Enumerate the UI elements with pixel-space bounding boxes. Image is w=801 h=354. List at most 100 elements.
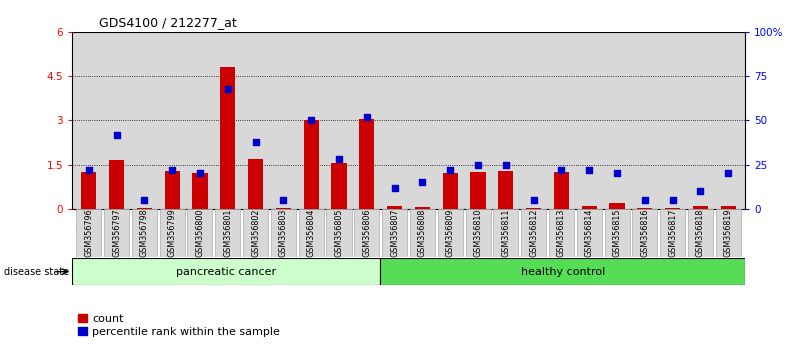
- Bar: [437, 209, 463, 257]
- Point: [249, 139, 262, 144]
- Point: [277, 197, 290, 203]
- Point: [416, 179, 429, 185]
- Bar: [387, 206, 402, 209]
- Point: [499, 162, 512, 167]
- Text: GSM356812: GSM356812: [529, 209, 538, 257]
- Bar: [327, 209, 352, 257]
- Bar: [549, 209, 574, 257]
- Bar: [665, 208, 680, 209]
- Bar: [72, 258, 380, 285]
- Bar: [660, 209, 685, 257]
- Bar: [380, 258, 745, 285]
- Bar: [243, 209, 268, 257]
- Bar: [187, 209, 212, 257]
- Bar: [721, 206, 736, 209]
- Text: GSM356811: GSM356811: [501, 209, 510, 257]
- Point: [666, 197, 679, 203]
- Bar: [688, 209, 713, 257]
- Text: GSM356800: GSM356800: [195, 209, 204, 257]
- Point: [555, 167, 568, 173]
- Bar: [159, 209, 185, 257]
- Bar: [693, 206, 708, 209]
- Point: [166, 167, 179, 173]
- Text: GSM356818: GSM356818: [696, 209, 705, 257]
- Text: GSM356801: GSM356801: [223, 209, 232, 257]
- Point: [83, 167, 95, 173]
- Bar: [415, 207, 430, 209]
- Text: disease state: disease state: [4, 267, 69, 277]
- Text: GSM356810: GSM356810: [473, 209, 482, 257]
- Point: [610, 171, 623, 176]
- Bar: [332, 163, 347, 209]
- Bar: [637, 208, 653, 209]
- Text: pancreatic cancer: pancreatic cancer: [176, 267, 276, 277]
- Point: [305, 118, 318, 123]
- Bar: [632, 209, 658, 257]
- Text: healthy control: healthy control: [521, 267, 605, 277]
- Bar: [359, 119, 374, 209]
- Text: GSM356808: GSM356808: [418, 209, 427, 257]
- Text: GSM356797: GSM356797: [112, 209, 121, 257]
- Text: GSM356819: GSM356819: [724, 209, 733, 257]
- Point: [722, 171, 735, 176]
- Point: [194, 171, 207, 176]
- Bar: [220, 67, 235, 209]
- Bar: [443, 173, 458, 209]
- Text: GSM356809: GSM356809: [445, 209, 455, 257]
- Point: [444, 167, 457, 173]
- Text: GSM356799: GSM356799: [167, 209, 177, 257]
- Text: GSM356813: GSM356813: [557, 209, 566, 257]
- Point: [694, 188, 706, 194]
- Point: [138, 197, 151, 203]
- Bar: [470, 172, 485, 209]
- Text: GDS4100 / 212277_at: GDS4100 / 212277_at: [99, 16, 237, 29]
- Text: GSM356816: GSM356816: [640, 209, 650, 257]
- Bar: [521, 209, 546, 257]
- Bar: [526, 208, 541, 209]
- Bar: [164, 171, 180, 209]
- Text: GSM356817: GSM356817: [668, 209, 677, 257]
- Bar: [192, 173, 207, 209]
- Text: GSM356814: GSM356814: [585, 209, 594, 257]
- Bar: [493, 209, 518, 257]
- Bar: [382, 209, 407, 257]
- Text: GSM356804: GSM356804: [307, 209, 316, 257]
- Text: GSM356815: GSM356815: [613, 209, 622, 257]
- Bar: [465, 209, 490, 257]
- Text: GSM356806: GSM356806: [362, 209, 372, 257]
- Text: GSM356798: GSM356798: [140, 209, 149, 257]
- Bar: [716, 209, 741, 257]
- Bar: [582, 206, 597, 209]
- Bar: [354, 209, 380, 257]
- Text: GSM356796: GSM356796: [84, 209, 93, 257]
- Bar: [76, 209, 101, 257]
- Bar: [137, 208, 152, 209]
- Bar: [104, 209, 129, 257]
- Point: [111, 132, 123, 137]
- Point: [527, 197, 540, 203]
- Bar: [553, 172, 569, 209]
- Text: GSM356807: GSM356807: [390, 209, 399, 257]
- Bar: [81, 172, 96, 209]
- Point: [388, 185, 401, 190]
- Bar: [577, 209, 602, 257]
- Bar: [410, 209, 435, 257]
- Text: GSM356805: GSM356805: [335, 209, 344, 257]
- Bar: [304, 120, 319, 209]
- Point: [332, 156, 345, 162]
- Bar: [132, 209, 157, 257]
- Bar: [299, 209, 324, 257]
- Point: [638, 197, 651, 203]
- Point: [221, 86, 234, 91]
- Point: [583, 167, 596, 173]
- Text: GSM356802: GSM356802: [251, 209, 260, 257]
- Bar: [109, 160, 124, 209]
- Text: GSM356803: GSM356803: [279, 209, 288, 257]
- Bar: [276, 208, 291, 209]
- Bar: [610, 203, 625, 209]
- Bar: [605, 209, 630, 257]
- Bar: [271, 209, 296, 257]
- Point: [472, 162, 485, 167]
- Bar: [498, 171, 513, 209]
- Point: [360, 114, 373, 120]
